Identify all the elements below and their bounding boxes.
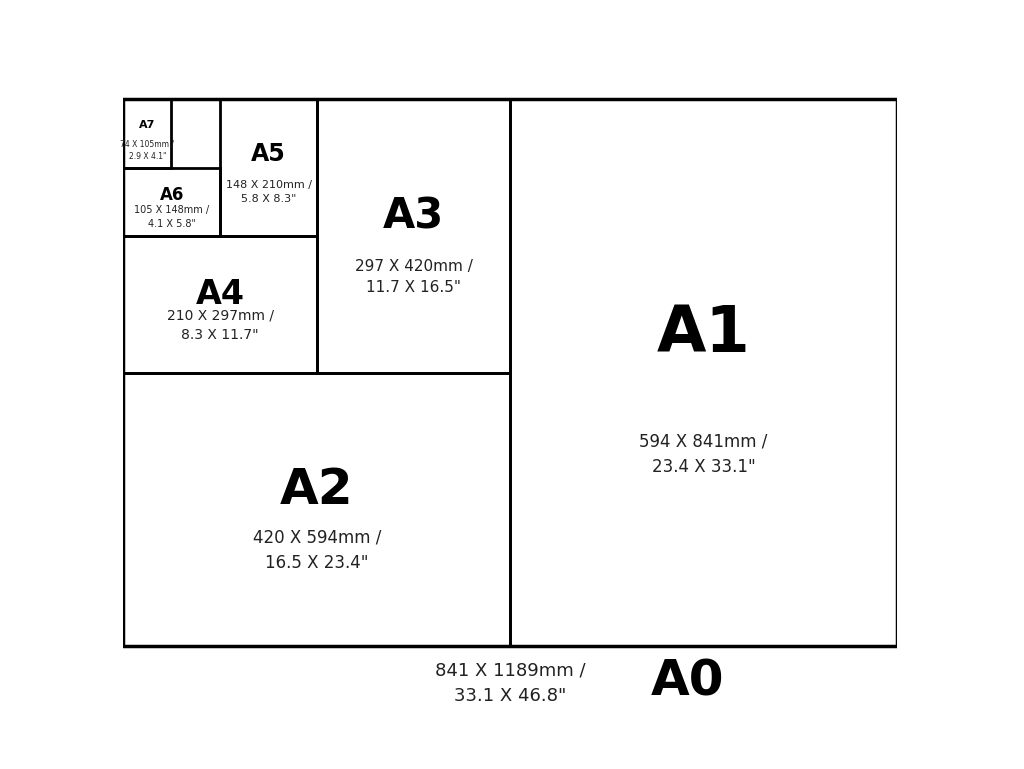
Text: A3: A3 [383, 195, 444, 238]
Text: A6: A6 [160, 186, 184, 204]
Text: 841 X 1189mm /
33.1 X 46.8": 841 X 1189mm / 33.1 X 46.8" [434, 662, 586, 705]
Text: A4: A4 [196, 278, 245, 311]
Text: A2: A2 [280, 466, 353, 514]
Text: A7: A7 [139, 120, 156, 130]
Bar [123, 98, 897, 646]
Text: A1: A1 [656, 303, 751, 365]
Text: 594 X 841mm /
23.4 X 33.1": 594 X 841mm / 23.4 X 33.1" [639, 433, 768, 476]
Text: 420 X 594mm /
16.5 X 23.4": 420 X 594mm / 16.5 X 23.4" [253, 528, 381, 571]
Text: 74 X 105mm /
2.9 X 4.1": 74 X 105mm / 2.9 X 4.1" [121, 140, 174, 161]
Bar [123, 236, 317, 372]
Text: A0: A0 [651, 657, 725, 705]
Text: 148 X 210mm /
5.8 X 8.3": 148 X 210mm / 5.8 X 8.3" [225, 180, 311, 204]
Bar [317, 98, 510, 372]
Bar [220, 98, 317, 236]
Text: A5: A5 [251, 141, 286, 165]
Bar [510, 98, 897, 646]
Bar [123, 168, 220, 236]
Bar [123, 372, 510, 646]
Bar [123, 98, 171, 168]
Text: 297 X 420mm /
11.7 X 16.5": 297 X 420mm / 11.7 X 16.5" [354, 258, 473, 295]
Text: 210 X 297mm /
8.3 X 11.7": 210 X 297mm / 8.3 X 11.7" [167, 308, 273, 341]
Text: 105 X 148mm /
4.1 X 5.8": 105 X 148mm / 4.1 X 5.8" [134, 205, 209, 229]
